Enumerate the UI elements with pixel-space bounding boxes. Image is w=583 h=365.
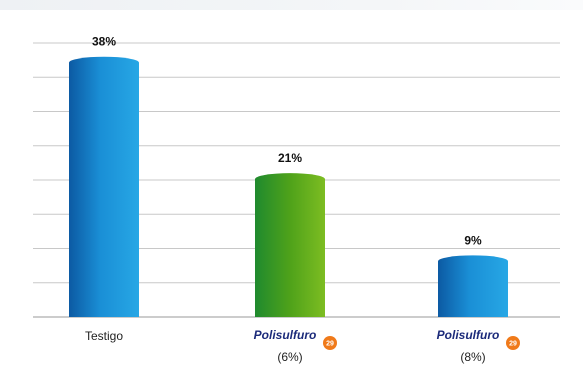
logo-badge-2 [506,336,520,350]
logo-number-1: 29 [326,341,334,348]
value-label-0: 38% [92,35,116,49]
bar-0 [69,56,139,317]
category-sublabel-1: (6%) [277,350,302,364]
value-label-1: 21% [278,151,302,165]
bar-1 [255,173,325,317]
category-label-0: Testigo [85,329,123,343]
logo-word-1: Polisulfuro [254,328,317,342]
logo-badge-1 [323,336,337,350]
polisulfuro-logo-1: Polisulfuro 29 [254,328,337,350]
top-band [0,0,583,10]
logo-word-2: Polisulfuro [437,328,500,342]
polisulfuro-logo-2: Polisulfuro 29 [437,328,520,350]
bars [69,56,508,317]
value-label-2: 9% [464,233,482,247]
value-labels: 38% 21% 9% [92,35,482,248]
category-sublabel-2: (8%) [460,350,485,364]
bar-2 [438,255,508,317]
category-labels: Testigo Polisulfuro 29 (6%) Polisulfuro 29 (8%… [85,328,520,364]
logo-number-2: 29 [509,341,517,348]
